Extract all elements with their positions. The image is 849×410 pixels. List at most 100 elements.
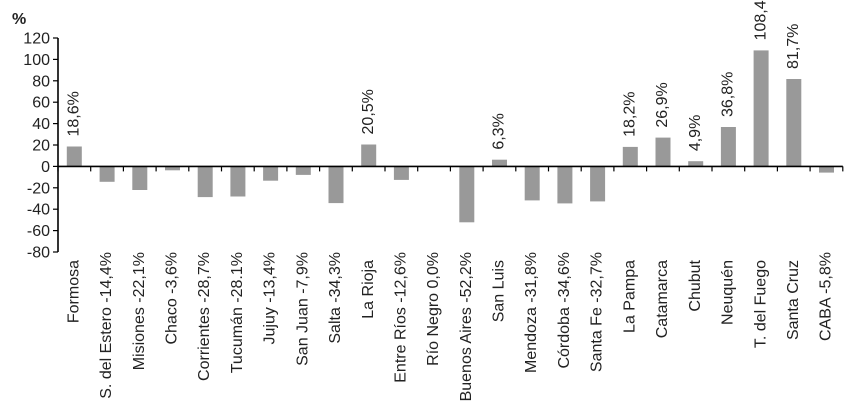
bar	[753, 50, 769, 167]
data-label: -3,6%	[164, 252, 181, 298]
category-name: Jujuy	[262, 307, 279, 344]
category-label: Santa Cruz	[785, 260, 802, 340]
data-label: -7,9%	[294, 252, 311, 298]
category-name: Santa Fe	[589, 307, 606, 372]
category-label: San Luis	[491, 260, 508, 322]
category-label: Buenos Aires -52,2%	[458, 252, 475, 401]
category-labels: 18,6% Formosa S. del Estero -14,4% Misiones…	[66, 0, 835, 401]
data-label: -28.1%	[229, 252, 246, 307]
data-label: -13,4%	[262, 252, 279, 307]
category-name: S. del Estero	[98, 307, 115, 399]
bar	[230, 166, 246, 197]
category-label: Catamarca	[654, 260, 671, 338]
y-tick-label: -40	[27, 202, 50, 219]
bar	[622, 146, 638, 167]
category-name: San Juan	[294, 298, 311, 366]
bar	[557, 166, 573, 204]
category-label: Córdoba -34,6%	[556, 252, 573, 369]
category-label: Neuquén	[720, 260, 737, 325]
category-name: Entre Ríos	[393, 307, 410, 383]
category-name: Tucumán	[229, 307, 246, 373]
x-axis	[57, 165, 844, 172]
data-label: 18,6%	[66, 91, 83, 136]
category-name: Salta	[327, 307, 344, 344]
category-label: CABA -5,8%	[818, 252, 835, 341]
bar	[655, 137, 671, 167]
category-label: T. del Fuego	[752, 260, 769, 348]
y-tick-label: 0	[41, 159, 50, 176]
category-label: Mendoza -31,8%	[523, 252, 540, 373]
category-name: Río Negro	[425, 293, 442, 366]
y-tick-label: 60	[32, 95, 50, 112]
category-name: Mendoza	[523, 307, 540, 373]
bar	[492, 159, 507, 167]
data-label: -28,7%	[196, 252, 213, 307]
category-label: Corrientes -28,7%	[196, 252, 213, 381]
category-name: Córdoba	[556, 307, 573, 368]
category-label: Santa Fe -32,7%	[589, 252, 606, 372]
bar	[197, 166, 213, 198]
data-label: -31,8%	[523, 252, 540, 307]
bar	[361, 144, 377, 167]
y-tick-label: -20	[27, 180, 50, 197]
category-label: Chubut	[687, 259, 704, 311]
data-label: 26,9%	[654, 82, 671, 127]
data-label: 0,0%	[425, 252, 442, 293]
bar	[165, 166, 180, 171]
y-axis-unit-label: %	[12, 11, 26, 28]
y-tick-label: 80	[32, 73, 50, 90]
category-label: La Pampa	[621, 260, 638, 333]
bar	[393, 166, 409, 180]
data-label: 6,3%	[491, 113, 508, 149]
bar	[819, 166, 834, 173]
data-label: -32,7%	[589, 252, 606, 307]
data-label: 20,5%	[360, 89, 377, 134]
data-label: 18,2%	[621, 92, 638, 137]
category-label: Tucumán -28.1%	[229, 252, 246, 373]
category-label: Jujuy -13,4%	[262, 252, 279, 345]
bar	[720, 127, 736, 167]
bar	[295, 166, 311, 175]
data-label: -14,4%	[98, 252, 115, 307]
data-label: -22,1%	[131, 252, 148, 307]
category-label: Formosa	[66, 260, 83, 323]
y-tick-label: 40	[32, 116, 50, 133]
y-tick-label: 20	[32, 138, 50, 155]
data-label: -12,6%	[393, 252, 410, 307]
bar	[263, 166, 279, 181]
category-label: Chaco -3,6%	[164, 252, 181, 344]
bar	[590, 166, 606, 202]
bar	[459, 166, 475, 223]
bar	[786, 79, 802, 167]
category-name: Buenos Aires	[458, 307, 475, 401]
y-tick-label: 100	[23, 52, 50, 69]
y-tick-label: 120	[23, 31, 50, 48]
y-tick-label: -80	[27, 245, 50, 262]
bars	[66, 50, 834, 223]
bar	[328, 166, 344, 204]
data-label: -5,8%	[818, 252, 835, 298]
category-name: Chaco	[164, 298, 181, 344]
category-name: CABA	[818, 297, 835, 341]
bar	[688, 161, 704, 167]
bar	[132, 166, 148, 190]
data-label: 108,4%	[752, 0, 769, 40]
data-label: -34,3%	[327, 252, 344, 307]
bar	[99, 166, 115, 182]
category-label: Misiones -22,1%	[131, 252, 148, 370]
category-label: Río Negro 0,0%	[425, 252, 442, 366]
data-label: -52,2%	[458, 252, 475, 307]
category-label: Salta -34,3%	[327, 252, 344, 344]
data-label: 36,8%	[720, 72, 737, 117]
bar	[66, 146, 82, 167]
category-label: Entre Ríos -12,6%	[393, 252, 410, 383]
category-label: S. del Estero -14,4%	[98, 252, 115, 399]
category-label: La Rioja	[360, 260, 377, 319]
category-name: Misiones	[131, 307, 148, 370]
y-tick-label: -60	[27, 223, 50, 240]
data-label: -34,6%	[556, 252, 573, 307]
category-label: San Juan -7,9%	[294, 252, 311, 366]
data-label: 81,7%	[785, 24, 802, 69]
category-name: Corrientes	[196, 307, 213, 381]
